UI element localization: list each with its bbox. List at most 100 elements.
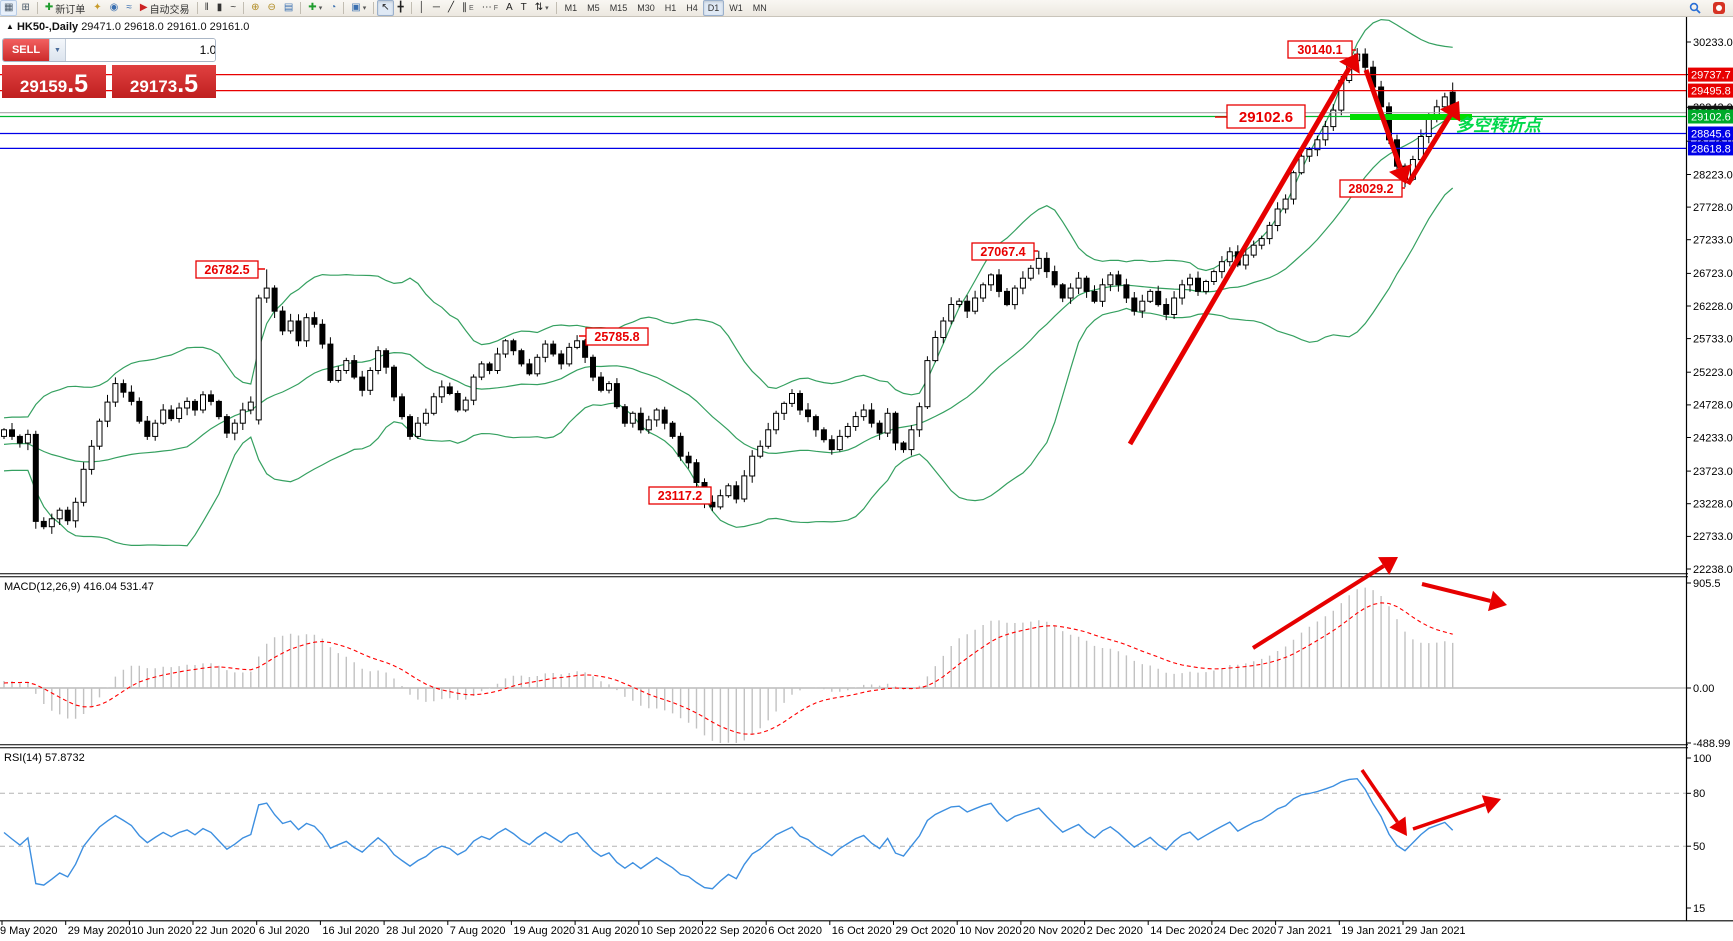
indicators-add-icon: ✚ [308, 2, 317, 13]
svg-text:26723.0: 26723.0 [1693, 268, 1733, 280]
svg-text:6 Oct 2020: 6 Oct 2020 [768, 925, 822, 937]
styles-button[interactable]: ✦ [89, 0, 105, 16]
fibonacci-sub-label: F [493, 4, 498, 12]
experts-button[interactable]: ◉ [106, 0, 123, 16]
indicators-add-button[interactable]: ✚ ▾ [304, 0, 326, 16]
price-line-axis-labels: 29737.729495.829161.029102.628845.628618… [1688, 67, 1733, 156]
toolbar-separator [196, 2, 198, 14]
support-highlight-bar[interactable] [1350, 114, 1472, 120]
turning-point-note[interactable]: 多空转折点 [1456, 116, 1544, 135]
new-chart-button[interactable]: ▦ [0, 0, 18, 16]
tile-windows-button[interactable]: ▤ [280, 0, 297, 16]
trendline-button[interactable]: ╱ [444, 0, 458, 16]
svg-text:29 Jan 2021: 29 Jan 2021 [1405, 925, 1466, 937]
text-label-button[interactable]: T [517, 0, 531, 16]
svg-text:29 May 2020: 29 May 2020 [68, 925, 132, 937]
crosshair-button[interactable]: ╋ [394, 0, 408, 16]
new-order-icon: ✚ [44, 2, 54, 13]
main-toolbar: ▦ ⊞ ✚ 新订单 ✦ ◉ ≈ ▶ 自动交易 ‖ ▮ ~ ⊕ ⊖ ▤ ✚ ▾ ◔ ▣ ▾ ↖ ╋ │ ─ ╱ ∥ E ⋯ F A T ⇅ ▾ M1… [0, 0, 1733, 17]
templates-button[interactable]: ▣ ▾ [347, 0, 370, 16]
sell-price[interactable]: 29159.5 [2, 65, 106, 98]
annotation-30140.1[interactable]: 30140.1 [1287, 40, 1356, 59]
svg-text:2 Dec 2020: 2 Dec 2020 [1087, 925, 1143, 937]
svg-text:6 Jul 2020: 6 Jul 2020 [259, 925, 310, 937]
bollinger-bands [3, 18, 1454, 547]
buy-price[interactable]: 29173.5 [112, 65, 216, 98]
annotation-25785.8[interactable]: 25785.8 [579, 327, 649, 346]
bar-chart-button[interactable]: ‖ [201, 0, 213, 16]
svg-text:22 Sep 2020: 22 Sep 2020 [705, 925, 767, 937]
new-chart-icon: ▦ [4, 2, 14, 13]
autotrade-button[interactable]: ▶ 自动交易 [136, 0, 194, 16]
candle-chart-button[interactable]: ▮ [213, 0, 227, 16]
macd-histogram [3, 587, 1454, 743]
new-order-button[interactable]: ✚ 新订单 [41, 0, 89, 16]
svg-text:16 Jul 2020: 16 Jul 2020 [322, 925, 379, 937]
annotation-27067.4[interactable]: 27067.4 [971, 242, 1038, 261]
panel-separators[interactable] [0, 573, 1733, 749]
annotation-26782.5[interactable]: 26782.5 [195, 260, 265, 279]
timeframe-m1-button[interactable]: M1 [564, 3, 578, 13]
zoom-out-button[interactable]: ⊖ [263, 0, 279, 16]
timeframe-d1-button[interactable]: D1 [702, 0, 725, 16]
svg-text:15: 15 [1693, 903, 1705, 915]
svg-text:30233.0: 30233.0 [1693, 37, 1733, 49]
community-button[interactable] [1709, 0, 1729, 16]
svg-text:29737.7: 29737.7 [1691, 70, 1731, 82]
volume-decrease-button[interactable]: ▼ [49, 39, 66, 61]
signals-button[interactable]: ≈ [122, 0, 136, 16]
svg-text:24728.0: 24728.0 [1693, 400, 1733, 412]
timeframe-m15-button[interactable]: M15 [609, 3, 628, 13]
toolbar-separator [373, 2, 375, 14]
cursor-button[interactable]: ↖ [377, 0, 394, 16]
text-button[interactable]: A [502, 0, 517, 16]
line-chart-icon: ~ [230, 2, 237, 13]
annotation-29102.6[interactable]: 29102.6 [1215, 104, 1306, 129]
channel-button[interactable]: ∥ E [458, 0, 478, 16]
svg-text:27233.0: 27233.0 [1693, 235, 1733, 247]
search-icon [1689, 2, 1701, 14]
trend-arrows-macd[interactable] [1251, 557, 1507, 650]
timeframe-mn-button[interactable]: MN [752, 3, 767, 13]
svg-text:30140.1: 30140.1 [1297, 43, 1342, 57]
fibonacci-button[interactable]: ⋯ F [478, 0, 502, 16]
timeframe-m30-button[interactable]: M30 [637, 3, 655, 13]
trend-arrows-main[interactable] [1127, 53, 1461, 446]
timeframe-w1-button[interactable]: W1 [729, 3, 743, 13]
timeframe-h1-button[interactable]: H1 [664, 3, 677, 13]
chart-profiles-button[interactable]: ⊞ [17, 0, 33, 16]
svg-text:10 Sep 2020: 10 Sep 2020 [641, 925, 703, 937]
svg-text:29 Oct 2020: 29 Oct 2020 [896, 925, 956, 937]
annotation-28029.2[interactable]: 28029.2 [1339, 179, 1405, 198]
trend-arrows-rsi[interactable] [1360, 769, 1501, 836]
zoom-out-icon: ⊖ [267, 2, 276, 13]
svg-text:19 Aug 2020: 19 Aug 2020 [513, 925, 575, 937]
svg-text:23723.0: 23723.0 [1693, 466, 1733, 478]
timeframe-h4-button[interactable]: H4 [686, 3, 698, 13]
collapse-triangle-icon[interactable]: ▲ [6, 22, 14, 31]
svg-text:9 May 2020: 9 May 2020 [0, 925, 57, 937]
clock-button[interactable]: ◔ [326, 0, 340, 16]
arrows-tool-button[interactable]: ⇅ ▾ [531, 0, 553, 16]
horizontal-line-button[interactable]: ─ [429, 0, 444, 16]
zoom-in-button[interactable]: ⊕ [247, 0, 263, 16]
svg-text:7 Aug 2020: 7 Aug 2020 [450, 925, 506, 937]
templates-icon: ▣ [351, 2, 361, 13]
chart-profiles-icon: ⊞ [21, 2, 30, 13]
svg-text:28223.0: 28223.0 [1693, 169, 1733, 181]
autotrade-label: 自动交易 [149, 4, 190, 16]
timeframe-m5-button[interactable]: M5 [587, 3, 600, 13]
one-click-trade-panel: SELL ▼ ▲ BUY 29159.5 29173.5 [2, 38, 216, 98]
sell-button[interactable]: SELL [3, 39, 49, 61]
svg-text:28618.8: 28618.8 [1691, 143, 1731, 155]
volume-input[interactable] [66, 39, 215, 61]
cursor-icon: ↖ [381, 2, 390, 13]
search-button[interactable] [1685, 0, 1705, 16]
vertical-line-button[interactable]: │ [415, 0, 429, 16]
svg-text:19 Jan 2021: 19 Jan 2021 [1341, 925, 1402, 937]
svg-text:26782.5: 26782.5 [204, 263, 249, 277]
line-chart-button[interactable]: ~ [226, 0, 240, 16]
annotation-23117.2[interactable]: 23117.2 [648, 486, 712, 505]
community-icon [1713, 2, 1725, 14]
